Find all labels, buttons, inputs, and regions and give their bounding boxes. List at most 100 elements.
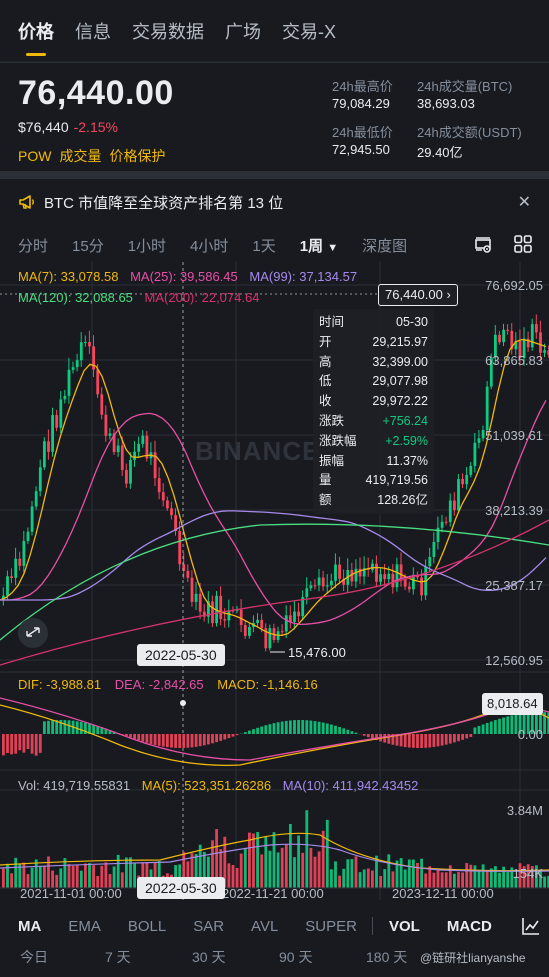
tab-trade-x[interactable]: 交易-X <box>282 22 336 42</box>
indicator-vol[interactable]: VOL <box>388 917 420 935</box>
macd-bar <box>141 734 145 742</box>
current-price-tag[interactable]: 76,440.00 › <box>378 284 458 306</box>
macd-bar <box>301 720 305 734</box>
interval-1d[interactable]: 1天 <box>252 237 276 255</box>
tab-trading-data[interactable]: 交易数据 <box>132 22 204 42</box>
candle-body <box>494 334 497 358</box>
period-today[interactable]: 今日 <box>20 949 48 965</box>
indicator-boll[interactable]: BOLL <box>127 917 167 935</box>
candle-body <box>223 619 227 621</box>
indicator-macd[interactable]: MACD <box>446 917 492 935</box>
ma99-legend: MA(99): 37,134.57 <box>249 269 358 284</box>
indicator-settings-icon[interactable] <box>521 916 541 940</box>
macd-bar <box>535 712 538 734</box>
candle-body <box>47 441 50 452</box>
volume-bar <box>182 852 186 888</box>
candle-body <box>264 628 268 649</box>
volume-bar <box>235 867 239 888</box>
interval-15m[interactable]: 15分 <box>72 237 104 255</box>
volume-bar <box>92 865 95 888</box>
indicator-ma[interactable]: MA <box>18 917 42 935</box>
volume-bar <box>453 873 456 888</box>
macd-bar <box>96 726 100 734</box>
tooltip-row: 额 128.26亿 <box>319 491 428 511</box>
tab-info[interactable]: 信息 <box>75 22 111 42</box>
period-90d[interactable]: 90 天 <box>279 949 313 965</box>
indicator-ema[interactable]: EMA <box>68 917 101 935</box>
candle-body <box>170 508 173 516</box>
volume-bar <box>141 862 145 888</box>
tab-price[interactable]: 价格 <box>18 12 54 56</box>
volume-bar <box>387 854 391 888</box>
candle-body <box>79 342 83 361</box>
grid-layout-icon[interactable] <box>513 234 533 258</box>
candle-body <box>100 394 104 415</box>
announcement-bar[interactable]: BTC 市值降至全球资产排名第 13 位 ✕ <box>0 188 549 216</box>
period-180d[interactable]: 180 天 <box>366 949 408 965</box>
macd-bar <box>145 734 149 743</box>
candle-body <box>502 329 505 343</box>
low-price-marker: 15,476.00 <box>288 645 346 660</box>
ma7-line <box>0 338 547 637</box>
indicator-super[interactable]: SUPER <box>305 917 357 935</box>
close-icon[interactable]: ✕ <box>517 194 531 211</box>
volume-bar <box>276 852 280 888</box>
macd-bar <box>387 734 391 744</box>
volume-bar <box>526 864 530 888</box>
volume-bar <box>457 872 460 888</box>
kline-chart[interactable] <box>0 0 549 900</box>
tag-volume[interactable]: 成交量 <box>59 148 102 164</box>
candle-body <box>321 577 325 587</box>
macd-bar <box>174 734 177 748</box>
indicator-sar[interactable]: SAR <box>193 917 225 935</box>
macd-bar <box>383 734 387 743</box>
macd-bar <box>256 727 259 734</box>
volume-bar <box>432 872 436 888</box>
candle-body <box>6 576 9 596</box>
volume-bar <box>153 862 157 888</box>
macd-bar <box>440 734 444 746</box>
ma25-line <box>0 399 547 626</box>
crosshair-date-main: 2022-05-30 <box>137 644 225 666</box>
tag-price-protection[interactable]: 价格保护 <box>109 148 166 164</box>
volume-bar <box>108 874 112 888</box>
volume-bar <box>485 870 489 888</box>
interval-line[interactable]: 分时 <box>18 237 49 255</box>
candle-body <box>129 459 132 484</box>
macd-bar <box>453 734 456 743</box>
period-30d[interactable]: 30 天 <box>192 949 226 965</box>
x-axis-label: 2023-12-11 00:00 <box>392 886 494 901</box>
volume-bar <box>448 865 452 888</box>
interval-4h[interactable]: 4小时 <box>190 237 229 255</box>
macd-bar <box>79 721 83 734</box>
volume-bar <box>239 853 243 888</box>
macd-bar <box>243 732 247 734</box>
volume-bar <box>465 863 469 888</box>
macd-bar <box>498 718 501 734</box>
macd-bar <box>227 734 231 739</box>
macd-bar <box>100 727 104 734</box>
tag-pow[interactable]: POW <box>18 148 52 164</box>
tooltip-key: 高 <box>319 354 332 369</box>
macd-bar <box>494 720 497 734</box>
volume-bar <box>2 868 5 888</box>
interval-1h[interactable]: 1小时 <box>127 237 167 255</box>
candle-body <box>395 564 399 588</box>
interval-depth[interactable]: 深度图 <box>362 237 408 255</box>
macd-bar <box>321 722 325 734</box>
candle-body <box>207 601 210 617</box>
volume-bar <box>67 864 71 888</box>
indicator-avl[interactable]: AVL <box>251 917 279 935</box>
vol-btc-value: 38,693.03 <box>417 96 475 111</box>
period-7d[interactable]: 7 天 <box>105 949 131 965</box>
tab-square[interactable]: 广场 <box>225 22 261 42</box>
volume-bar <box>334 861 337 888</box>
macd-bar <box>26 734 30 750</box>
chart-settings-icon[interactable] <box>473 234 493 258</box>
tooltip-row: 涨跌 +756.24 <box>319 412 428 432</box>
macd-bar <box>485 722 489 734</box>
volume-bar <box>535 865 538 888</box>
volume-bar <box>96 875 100 888</box>
candle-body <box>55 415 59 428</box>
interval-1w[interactable]: 1周 ▼ <box>300 235 338 256</box>
